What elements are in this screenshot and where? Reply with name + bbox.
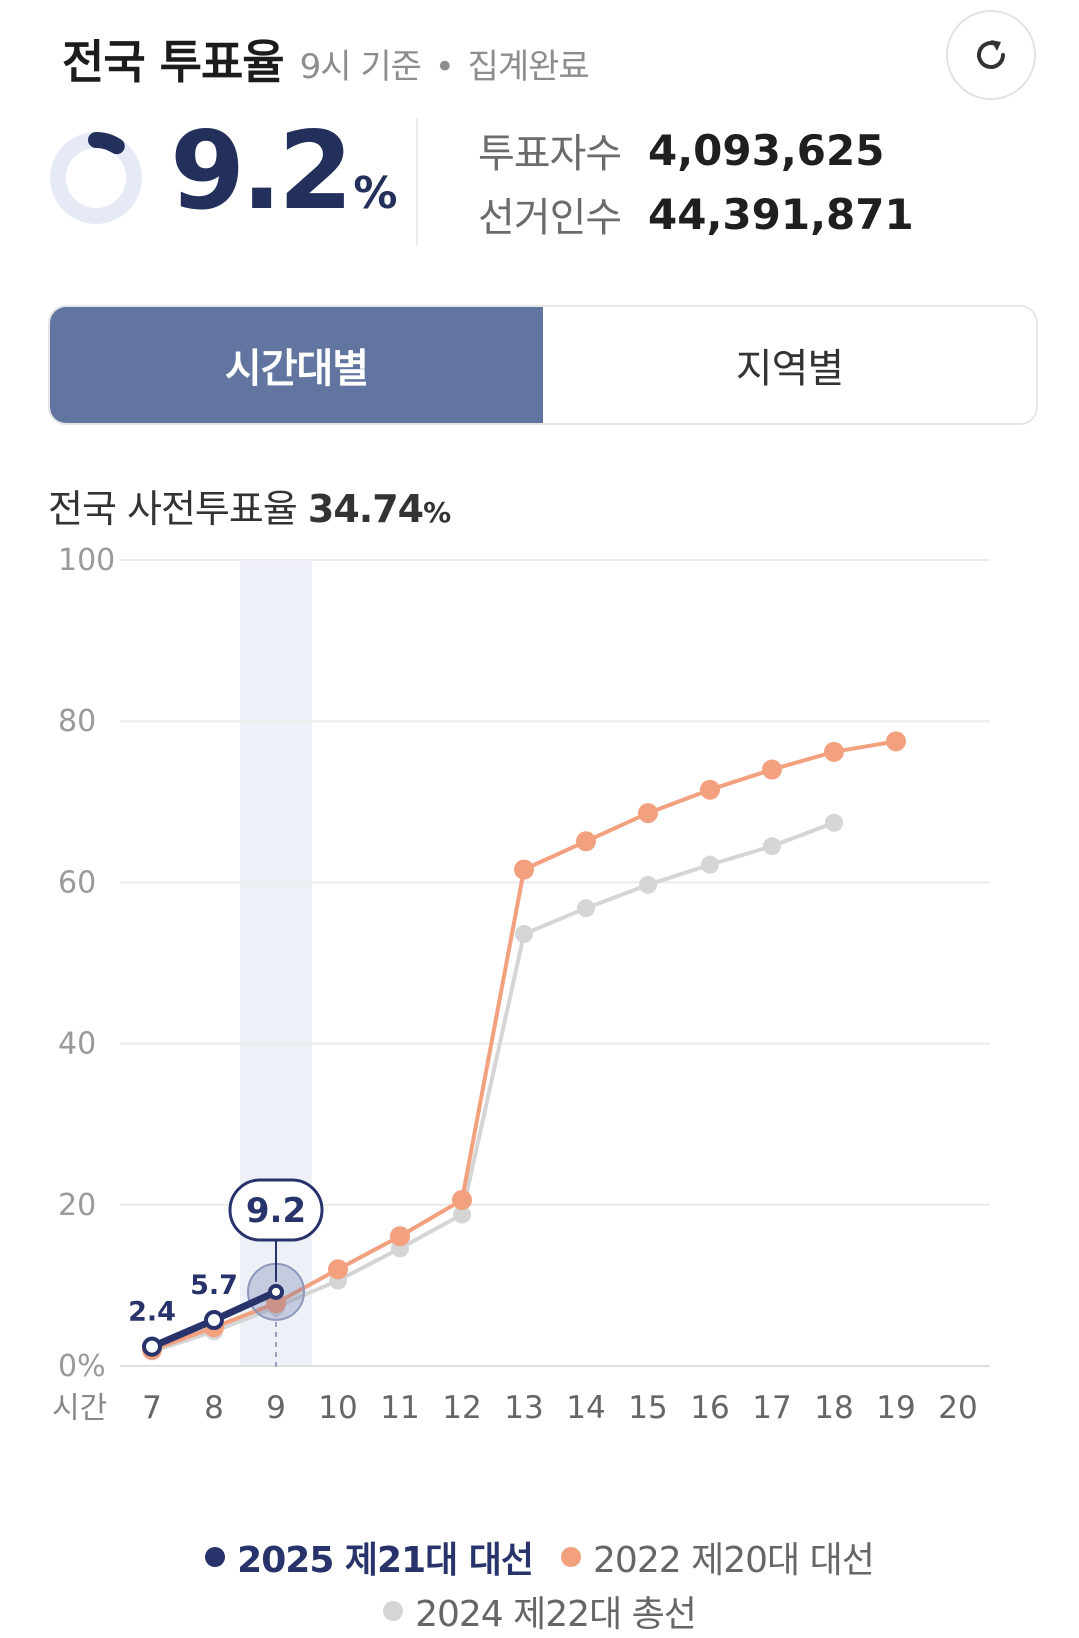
legend-item-2022: 2022 제20대 대선	[561, 1531, 875, 1583]
legend-label-2025: 2025 제21대 대선	[237, 1540, 534, 1581]
electors-value: 44,391,871	[648, 189, 914, 239]
page-header: 전국 투표율 9시 기준 • 집계완료	[62, 26, 590, 92]
legend-row-2: 2024 제22대 총선	[0, 1584, 1079, 1638]
series-2025-point	[142, 1336, 162, 1357]
tab-by-region[interactable]: 지역별	[543, 307, 1036, 423]
data-label: 5.7	[190, 1270, 238, 1301]
voters-value: 4,093,625	[648, 125, 885, 175]
tab-by-time[interactable]: 시간대별	[50, 307, 543, 423]
x-tick-label: 15	[628, 1390, 667, 1426]
x-tick-label: 14	[566, 1390, 605, 1426]
y-tick-label: 100	[58, 543, 115, 578]
turnout-ring-icon	[50, 132, 142, 224]
series-2025-point	[204, 1310, 224, 1331]
x-tick-label: 9	[266, 1390, 286, 1426]
x-tick-label: 12	[442, 1390, 481, 1426]
series-2022-point	[266, 1293, 286, 1314]
legend-label-2022: 2022 제20대 대선	[593, 1540, 875, 1581]
x-tick-label: 13	[504, 1390, 543, 1426]
turnout-stats: 투표자수 4,093,625 선거인수 44,391,871	[478, 118, 914, 246]
view-tabs: 시간대별 지역별	[48, 305, 1038, 425]
legend-item-2025: 2025 제21대 대선	[205, 1531, 534, 1583]
x-tick-label: 8	[204, 1390, 224, 1426]
callout-value: 9.2	[246, 1191, 306, 1231]
series-2022-point	[452, 1189, 472, 1210]
time-basis-label: 9시 기준	[299, 47, 422, 87]
advance-vote-unit: %	[423, 496, 451, 529]
series-2022-point	[638, 803, 658, 824]
series-2024-line	[151, 820, 835, 1354]
series-2024-point	[453, 1205, 471, 1224]
x-tick-label: 10	[318, 1390, 357, 1426]
advance-vote-rate: 전국 사전투표율 34.74%	[48, 478, 451, 533]
y-tick-label: 80	[58, 704, 96, 739]
series-2022-point	[762, 759, 782, 780]
chart-legend: 2025 제21대 대선 2022 제20대 대선 2024 제22대 총선	[0, 1530, 1079, 1638]
legend-item-2024: 2024 제22대 총선	[383, 1585, 697, 1637]
page-subtitle: 9시 기준 • 집계완료	[299, 39, 590, 88]
series-2025-current-core	[272, 1287, 280, 1296]
turnout-rate: 9.2 %	[170, 118, 397, 226]
x-tick-label: 7	[142, 1390, 162, 1426]
series-2022-point	[576, 831, 596, 852]
series-2024-point	[639, 875, 657, 894]
turnout-line-chart: 0% 20 40 60 80 100 시간 7 8 9 10 11 12 13 14 15 16 17 18 19 20…	[52, 543, 990, 1426]
refresh-icon	[977, 40, 1005, 69]
advance-vote-value: 34.74	[307, 487, 424, 531]
turnout-rate-unit: %	[353, 168, 398, 219]
series-2024-point	[577, 899, 595, 918]
series-2022-point	[514, 859, 534, 880]
x-axis-title: 시간	[52, 1391, 107, 1426]
series-2024-point	[825, 813, 843, 832]
y-tick-label: 0%	[58, 1349, 106, 1384]
x-tick-label: 16	[690, 1390, 729, 1426]
callout-bubble	[228, 1178, 324, 1242]
x-tick-label: 17	[752, 1390, 791, 1426]
turnout-summary: 9.2 % 투표자수 4,093,625 선거인수 44,391,871	[48, 118, 1048, 248]
series-2022-point	[700, 779, 720, 800]
series-2022-point	[886, 731, 906, 752]
series-2024-point	[763, 837, 781, 856]
status-label: 집계완료	[467, 47, 590, 87]
divider	[416, 118, 418, 246]
x-tick-label: 11	[380, 1390, 419, 1426]
y-tick-label: 60	[58, 865, 96, 900]
y-tick-label: 20	[58, 1188, 96, 1223]
refresh-button[interactable]	[946, 10, 1036, 100]
legend-dot-2024	[383, 1601, 404, 1621]
legend-dot-2022	[561, 1547, 582, 1567]
x-tick-label: 20	[938, 1390, 977, 1426]
series-2022-point	[824, 741, 844, 762]
y-tick-label: 40	[58, 1027, 96, 1062]
series-2024-point	[515, 924, 533, 943]
x-tick-label: 18	[814, 1390, 853, 1426]
legend-label-2024: 2024 제22대 총선	[415, 1594, 697, 1635]
legend-row-1: 2025 제21대 대선 2022 제20대 대선	[0, 1530, 1079, 1584]
electors-label: 선거인수	[478, 195, 622, 241]
series-2022-point	[328, 1259, 348, 1280]
page-title: 전국 투표율	[62, 35, 285, 89]
turnout-rate-value: 9.2	[170, 109, 353, 234]
voters-row: 투표자수 4,093,625	[478, 118, 885, 182]
separator-dot: •	[434, 47, 455, 87]
voters-label: 투표자수	[478, 131, 622, 177]
data-label: 2.4	[128, 1297, 176, 1328]
x-tick-label: 19	[876, 1390, 915, 1426]
advance-vote-label: 전국 사전투표율	[48, 487, 298, 531]
series-2022-point	[390, 1226, 410, 1247]
electors-row: 선거인수 44,391,871	[478, 182, 914, 246]
series-2024-point	[701, 855, 719, 874]
legend-dot-2025	[205, 1547, 226, 1567]
